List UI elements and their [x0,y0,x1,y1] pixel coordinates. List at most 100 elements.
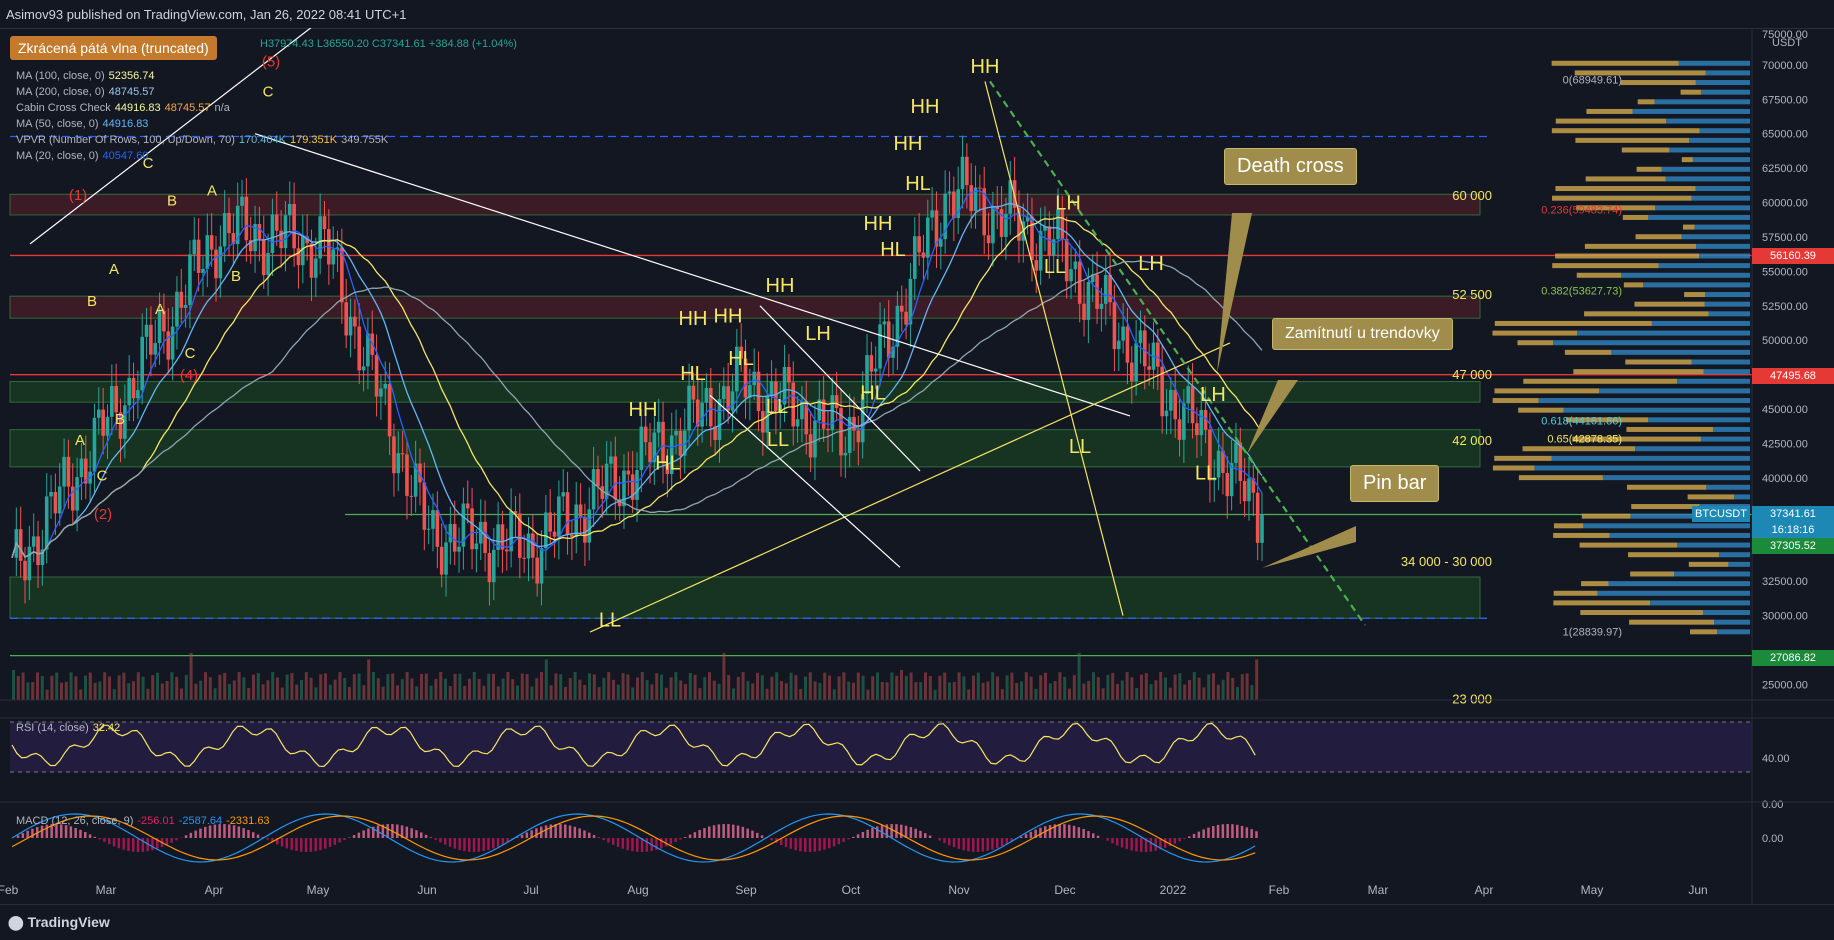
macd-v2: -2587.64 [179,815,222,827]
vpvr-bar-down [1734,494,1750,499]
candle-body [522,558,526,559]
volume-bar [334,680,337,700]
vpvr-bar-up [1638,99,1655,104]
volume-bar [1006,675,1009,700]
macd-hist-bar [684,837,687,838]
vpvr-bar-down [1705,302,1750,307]
candle-body [166,331,170,359]
vpvr-bar-up [1584,311,1708,316]
vpvr-bar-up [1582,514,1631,519]
candle-body [961,157,965,189]
macd-hist-bar [1106,838,1109,841]
macd-hist-bar [847,838,850,839]
volume-bar [492,674,495,700]
volume-bar [271,672,274,700]
volume-bar [46,690,49,700]
candle-body [1165,411,1169,417]
candle-body [1130,363,1134,381]
macd-hist-bar [617,838,620,847]
volume-bar [588,673,591,700]
candle-body [110,386,114,417]
candle-body [314,259,318,278]
volume-bar [1015,683,1018,700]
vpvr-bar-up [1552,61,1679,66]
price-tag-37305: 37305.52 [1752,538,1834,554]
macd-hist-bar [497,838,500,847]
candle-body [657,422,661,433]
candle-body [206,235,210,269]
vpvr-bar-up [1554,591,1598,596]
volume-bar [660,675,663,700]
macd-hist-bar [266,838,269,840]
swing-label-ll: LL [1044,256,1066,278]
volume-bar [770,677,773,700]
price-tag-56160: 56160.39 [1752,248,1834,264]
macd-hist-bar [439,838,442,842]
price-axis-tick: 57500.00 [1762,232,1808,244]
candle-body [1238,443,1242,481]
volume-bar [70,672,73,700]
vpvr-bar-up [1634,302,1704,307]
volume-bar [977,673,980,700]
macd-hist-bar [866,830,869,838]
volume-bar [886,682,889,700]
vpvr-bar-down [1696,244,1750,249]
candle-body [396,453,400,473]
candle-body [1225,473,1229,496]
candle-body [45,496,49,549]
volume-bar [1164,677,1167,700]
volume-bar [434,679,437,700]
volume-bar [545,659,548,700]
macd-hist-bar [996,838,999,848]
volume-bar [1126,672,1129,700]
volume-bar [602,678,605,700]
macd-hist-bar [799,838,802,851]
macd-hist-bar [1217,825,1220,838]
wave-label: B [231,268,241,285]
candle-body [579,505,583,517]
volume-bar [593,674,596,700]
macd-hist-bar [137,838,140,852]
volume-bar [847,682,850,700]
candle-body [535,558,539,584]
vpvr-bar-up [1577,273,1622,278]
volume-bar [319,674,322,700]
volume-bar [665,688,668,700]
candle-body [410,496,414,497]
tradingview-logo[interactable]: ⬤ TradingView [8,914,110,931]
volume-bar [876,672,879,700]
macd-hist-bar [1226,824,1229,838]
volume-bar [919,682,922,700]
macd-hist-bar [751,831,754,838]
macd-hist-bar [175,838,178,840]
price-axis-tick: 45000.00 [1762,404,1808,416]
last-price-tag: 37341.61 [1752,506,1834,522]
volume-bar [1034,689,1037,700]
time-axis-label: Oct [842,883,861,897]
volume-bar [698,688,701,700]
volume-bar [482,686,485,700]
volume-bar [1049,683,1052,700]
rsi-value: 32.42 [93,722,121,734]
candle-body [171,327,175,360]
volume-bar [26,682,29,700]
volume-bar [391,674,394,700]
macd-hist-bar [286,838,289,848]
macd-hist-bar [1246,827,1249,838]
vpvr-bar-up [1690,629,1717,634]
volume-bar [655,673,658,700]
candle-body [153,343,157,355]
vpvr-bar-up [1630,571,1674,576]
vpvr-bar-up [1523,379,1677,384]
volume-bar [1241,674,1244,700]
macd-hist-bar [204,827,207,838]
macd-hist-bar [410,828,413,838]
vpvr-bar-down [1699,253,1750,258]
macd-hist-bar [473,838,476,852]
volume-bar [382,687,385,700]
vpvr-bar-up [1682,157,1693,162]
volume-bar [535,678,538,700]
volume-bar [415,686,418,700]
candle-body [449,524,453,542]
